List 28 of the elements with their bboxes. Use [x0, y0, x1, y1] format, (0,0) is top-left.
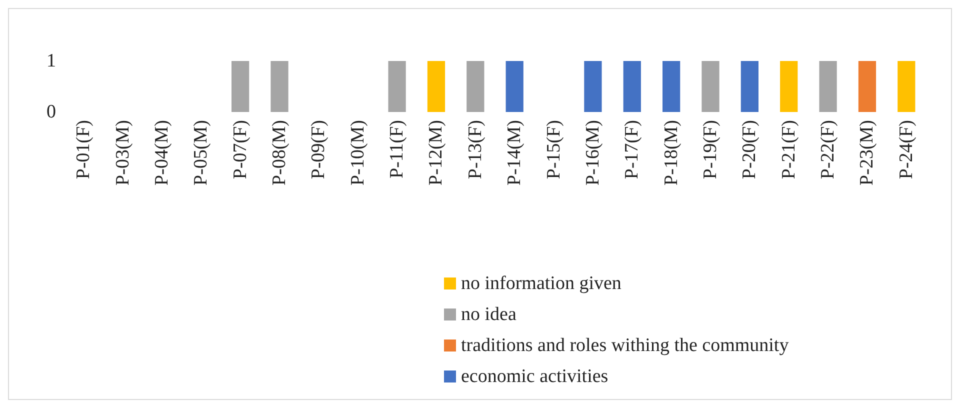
x-tick-label: P-15(F)	[543, 120, 564, 180]
x-tick-label: P-21(F)	[778, 120, 800, 180]
x-tick-label: P-09(F)	[308, 120, 330, 180]
legend-label: traditions and roles withing the community	[461, 335, 790, 356]
x-tick-label: P-19(F)	[700, 120, 721, 180]
y-tick-label: 1	[46, 50, 56, 72]
y-tick-label: 0	[46, 102, 56, 122]
x-tick-label: P-16(M)	[582, 120, 604, 186]
x-tick-label: P-13(F)	[464, 120, 486, 180]
x-tick-label: P-07(F)	[230, 120, 251, 180]
legend-label: no idea	[461, 304, 517, 325]
x-tick-label: P-10(M)	[347, 120, 368, 186]
x-tick-label: P-22(F)	[818, 120, 839, 180]
x-tick-label: P-17(F)	[622, 120, 643, 180]
x-tick-label: P-23(M)	[856, 120, 878, 186]
x-tick-label: P-11(F)	[386, 120, 408, 178]
x-tick-label: P-20(F)	[739, 120, 760, 180]
x-tick-label: P-04(M)	[151, 120, 172, 186]
x-tick-label: P-08(M)	[269, 120, 290, 186]
x-tick-label: P-14(M)	[504, 120, 526, 186]
x-tick-label: P-24(F)	[896, 120, 917, 180]
x-tick-label: P-18(M)	[660, 120, 682, 186]
x-tick-label: P-03(M)	[112, 120, 134, 186]
x-tick-label: P-12(M)	[426, 120, 447, 186]
legend-label: economic activities	[461, 366, 608, 387]
x-tick-label: P-01(F)	[73, 120, 94, 180]
x-tick-label: P-05(M)	[190, 120, 212, 186]
legend-label: no information given	[461, 273, 622, 294]
